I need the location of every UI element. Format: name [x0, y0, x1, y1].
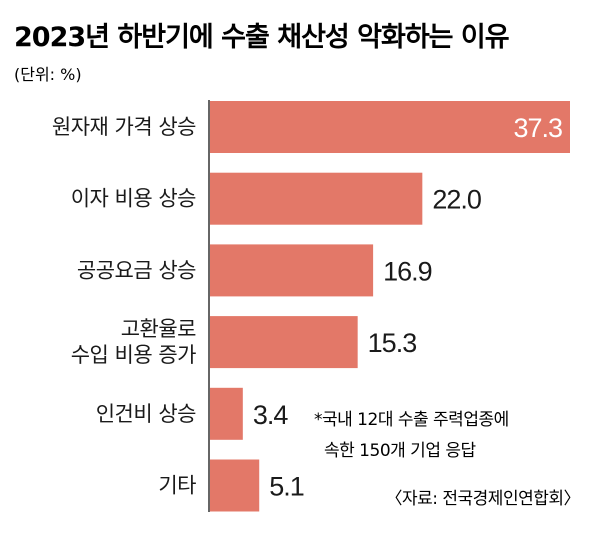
category-label-0: 원자재 가격 상승	[52, 115, 196, 139]
category-label-5: 기타	[158, 474, 196, 498]
bar-4	[210, 387, 243, 440]
source-label: 〈자료: 전국경제인연합회〉	[385, 489, 580, 509]
category-label-3: 고환율로 수입 비용 증가	[71, 317, 196, 367]
unit-label: (단위: %)	[14, 65, 82, 84]
bar-0	[210, 101, 570, 153]
bar-5	[210, 459, 260, 512]
category-label-4: 인건비 상승	[96, 402, 196, 426]
bar-1	[210, 172, 423, 225]
bars-group	[210, 101, 570, 512]
bar-2	[210, 244, 374, 297]
value-labels: 37.3 22.0 16.9 15.3 3.4 5.1	[253, 113, 563, 502]
category-label-2: 공공요금 상승	[77, 258, 196, 282]
value-label-4: 3.4	[253, 400, 289, 430]
category-label-1: 이자 비용 상승	[71, 187, 196, 211]
value-label-1: 22.0	[432, 185, 481, 215]
value-label-3: 15.3	[368, 328, 417, 358]
footnote-line-2: 속한 150개 기업 응답	[324, 441, 476, 461]
chart-title: 2023년 하반기에 수출 채산성 악화하는 이유	[14, 22, 509, 53]
footnote-line-1: *국내 12대 수출 주력업종에	[314, 410, 509, 430]
bar-3	[210, 316, 358, 369]
value-label-2: 16.9	[383, 256, 432, 286]
value-label-0: 37.3	[513, 113, 562, 143]
value-label-5: 5.1	[269, 472, 304, 502]
